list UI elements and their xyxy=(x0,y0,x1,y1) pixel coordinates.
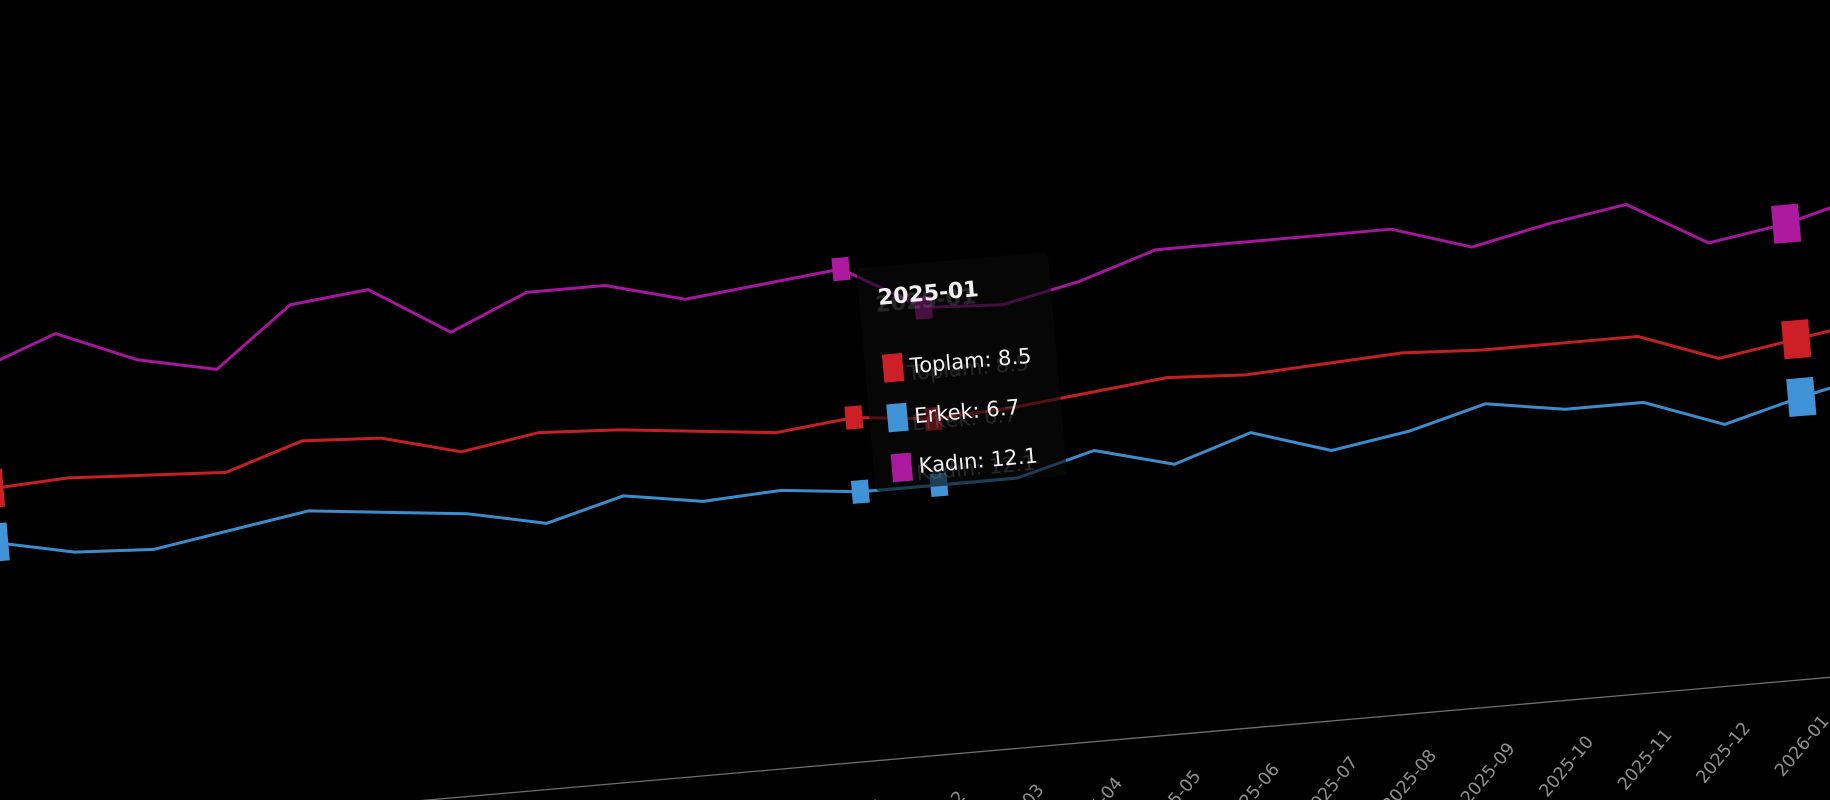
x-tick-label-2025-10: 2025-10 xyxy=(1536,732,1598,800)
x-tick-label-2025-12: 2025-12 xyxy=(1693,719,1755,788)
x-axis-line xyxy=(0,660,1830,800)
tooltip-row: Toplam: 8.5 Toplam: 8.5 xyxy=(881,344,1032,386)
endpoint-marker-erkek xyxy=(1786,376,1817,418)
endpoint-marker-toplam xyxy=(0,468,6,510)
x-tick-label-2025-02: 2025-02 xyxy=(908,787,970,800)
hovered-point-marker-erkek xyxy=(850,479,870,504)
x-tick-label-2025-01: 2025-01 xyxy=(829,794,891,800)
tooltip-background xyxy=(856,252,1067,492)
x-tick-label-2025-11: 2025-11 xyxy=(1614,726,1676,795)
x-tick-label-2025-03: 2025-03 xyxy=(986,781,1048,800)
x-tick-label-2025-04: 2025-04 xyxy=(1065,774,1127,800)
x-tick-label-2025-09: 2025-09 xyxy=(1457,739,1519,800)
endpoint-marker-erkek xyxy=(0,522,10,563)
x-tick-label-2026-01: 2026-01 xyxy=(1771,712,1830,781)
rotated-plot-area: 2024-022024-032024-042024-052024-062024-… xyxy=(0,194,1830,800)
x-tick-label-2025-05: 2025-05 xyxy=(1143,767,1205,800)
x-tick-labels-layer: 2024-022024-032024-042024-052024-062024-… xyxy=(829,712,1830,800)
x-tick-label-2025-06: 2025-06 xyxy=(1222,760,1284,800)
erkek-swatch-icon xyxy=(886,402,909,433)
hovered-point-marker-kadn xyxy=(831,256,851,282)
x-tick-label-2025-08: 2025-08 xyxy=(1379,746,1441,800)
x-tick-label-2025-07: 2025-07 xyxy=(1300,753,1362,800)
endpoint-marker-toplam xyxy=(1781,319,1812,360)
endpoint-marker-kadn xyxy=(1771,203,1802,244)
tooltip: 2025-01 2025-01 Toplam: 8.5 Toplam: 8.5 … xyxy=(856,252,1067,492)
kadin-swatch-icon xyxy=(890,452,914,483)
toplam-swatch-icon xyxy=(881,352,905,383)
hovered-point-marker-toplam xyxy=(844,405,864,430)
